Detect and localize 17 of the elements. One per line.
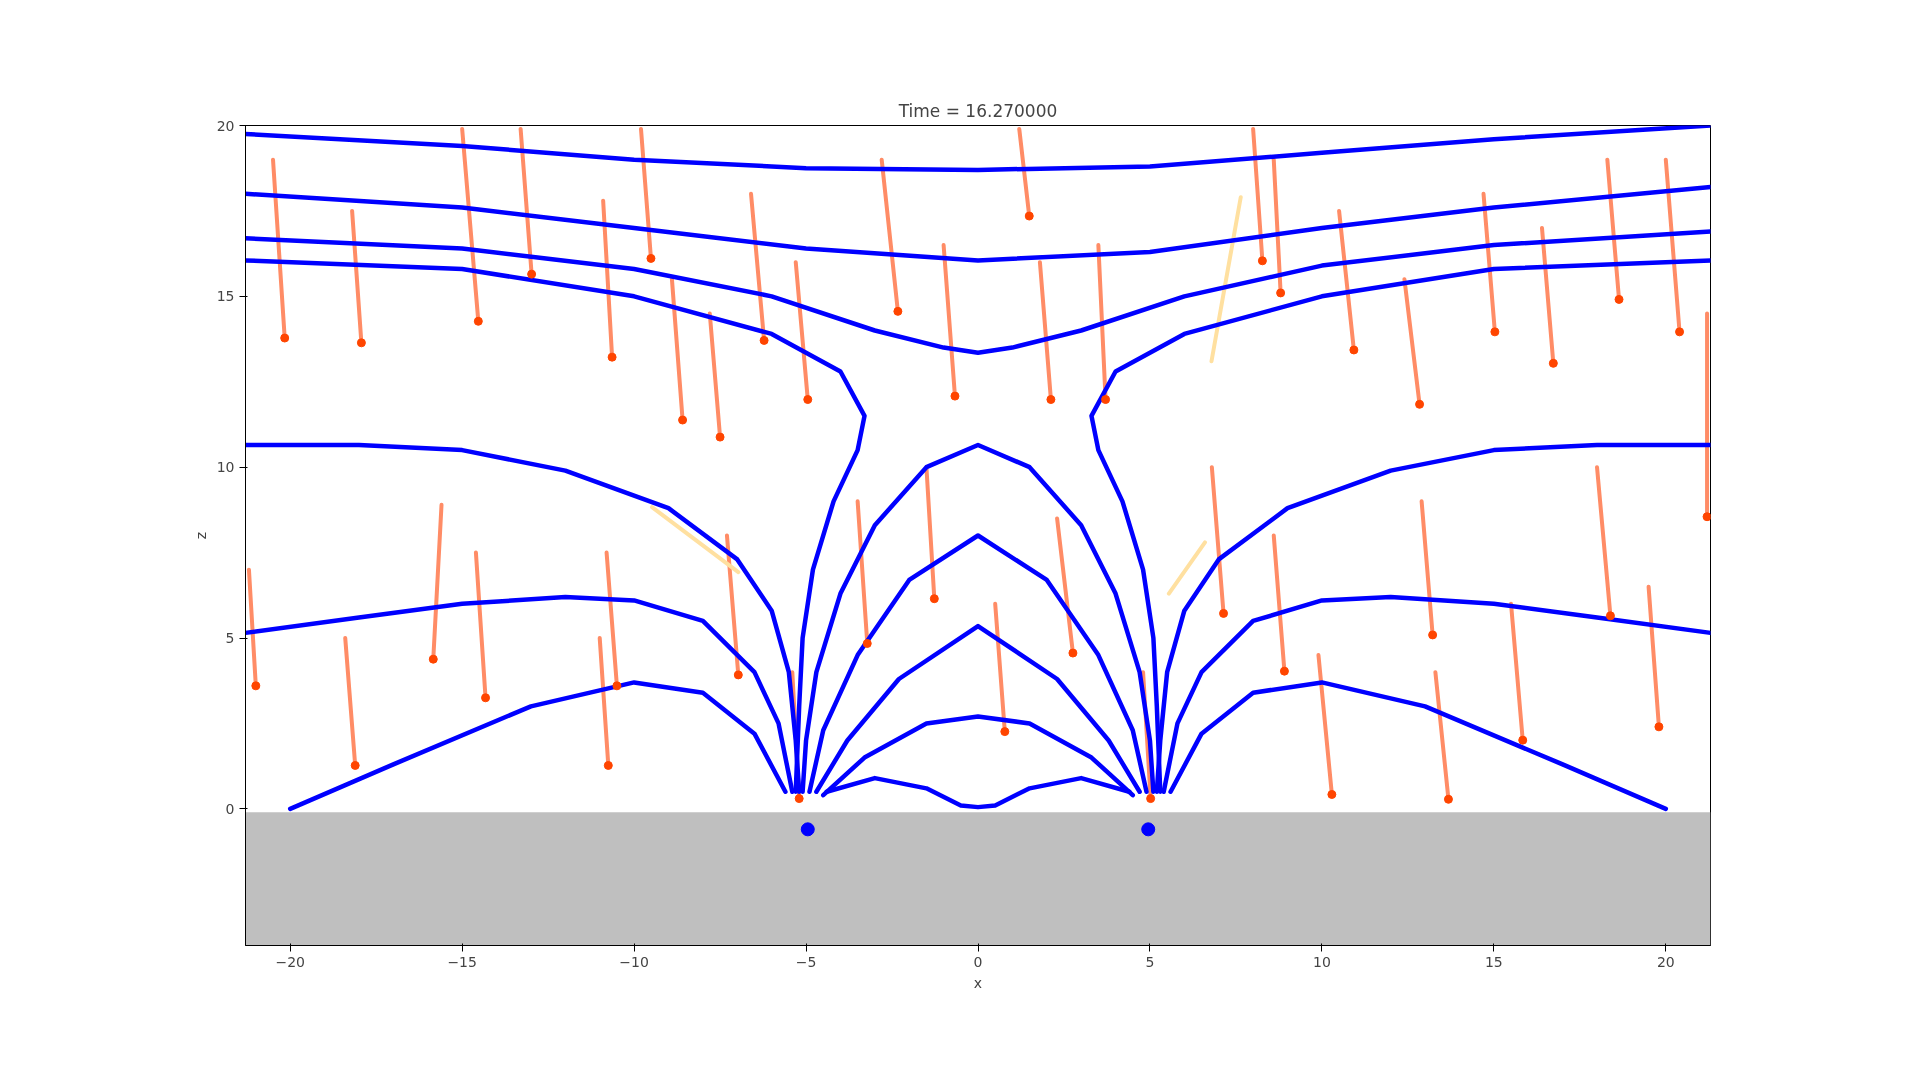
x-tick-label: −20 (275, 953, 305, 970)
x-tick-label: 10 (1312, 953, 1331, 970)
chart-title: Time = 16.270000 (897, 100, 1058, 121)
y-tick-label: 10 (216, 459, 235, 476)
x-tick-label: −5 (795, 953, 817, 970)
y-tick-label: 20 (216, 117, 235, 134)
x-tick-label: 0 (973, 953, 983, 970)
y-axis-title: z (192, 531, 209, 540)
y-tick-label: 0 (225, 800, 235, 817)
x-axis-title: x (973, 974, 983, 991)
x-tick-label: −15 (447, 953, 477, 970)
y-tick-label: 15 (216, 288, 235, 305)
x-tick-label: 20 (1656, 953, 1675, 970)
y-tick-label: 5 (225, 630, 235, 646)
x-tick-label: 5 (1145, 953, 1155, 970)
x-tick-label: −10 (619, 953, 649, 970)
x-tick-label: 15 (1484, 953, 1503, 970)
